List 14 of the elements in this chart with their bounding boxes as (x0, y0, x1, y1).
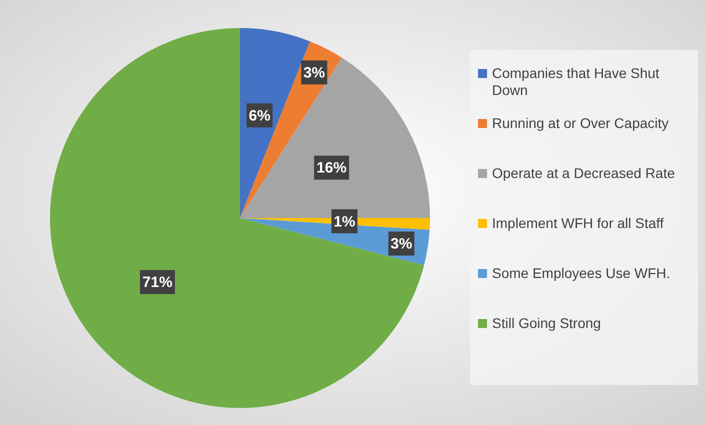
data-label: 16% (316, 160, 347, 177)
data-label: 3% (303, 64, 326, 82)
legend-label: Implement WFH for all Staff (492, 215, 664, 231)
legend-label: Still Going Strong (492, 315, 601, 331)
legend-label: Running at or Over Capacity (492, 115, 669, 131)
data-label: 71% (142, 274, 172, 292)
data-label: 3% (390, 236, 412, 253)
legend-label: Some Employees Use WFH. (492, 265, 670, 281)
legend-label: Companies that Have Shut Down (492, 65, 660, 98)
data-label: 6% (248, 107, 270, 124)
pie-slice (240, 58, 430, 218)
legend-label: Operate at a Decreased Rate (492, 165, 676, 181)
data-label: 1% (334, 213, 356, 230)
pie-slice (50, 28, 424, 408)
